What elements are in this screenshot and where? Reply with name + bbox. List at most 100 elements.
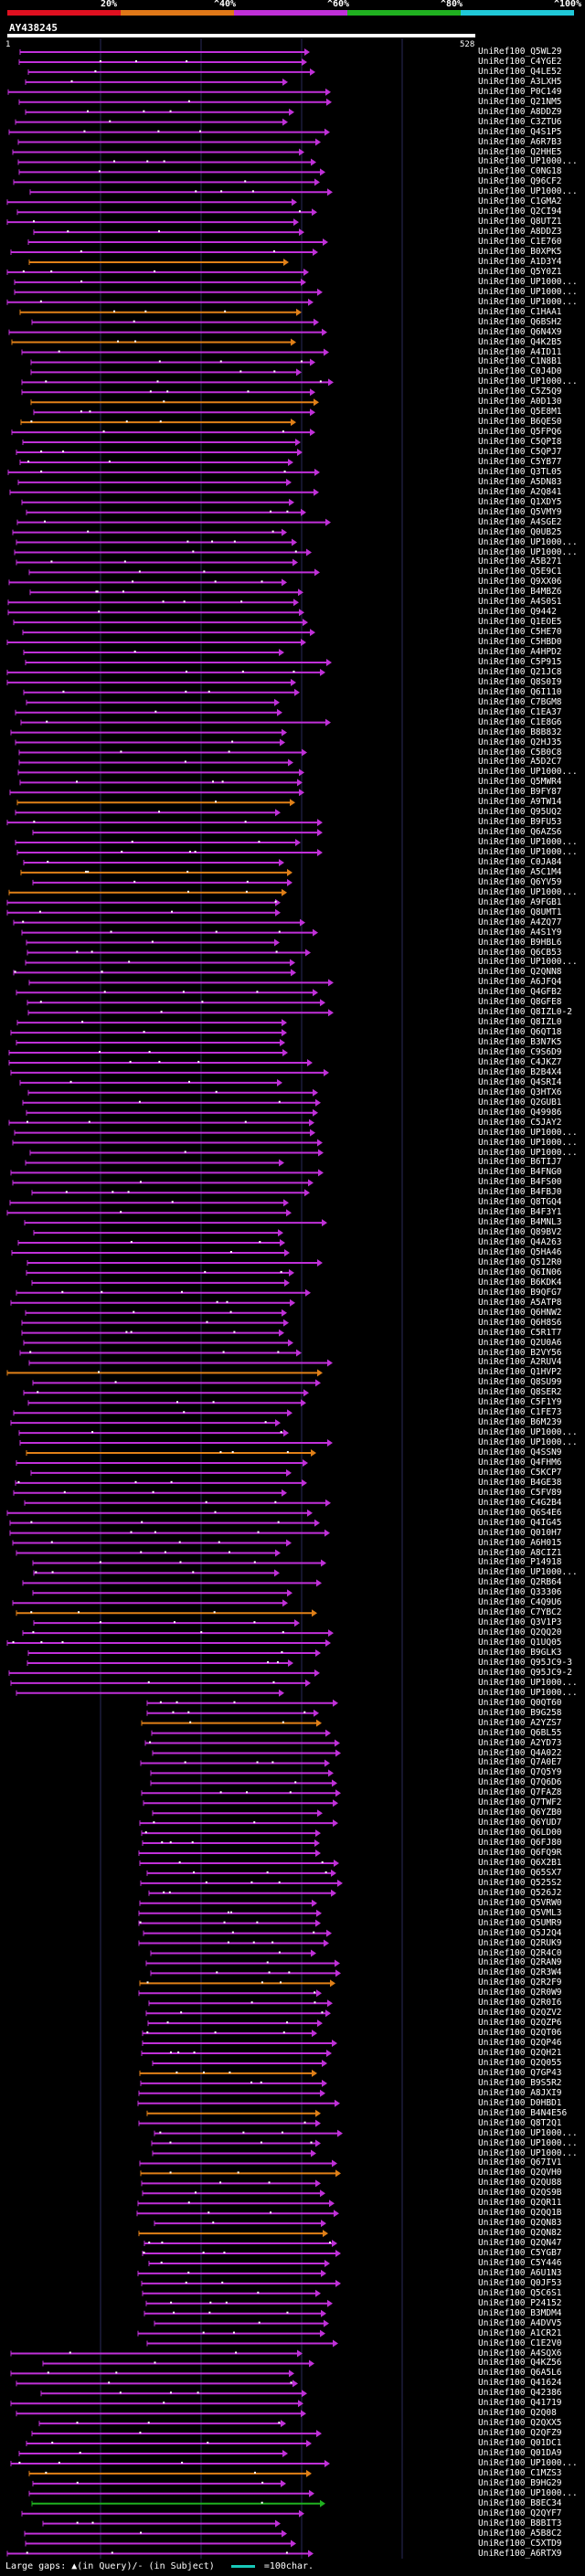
hit-name-link[interactable]: UniRef100_Q6BL55 — [478, 1727, 562, 1738]
hit-name-link[interactable]: UniRef100_Q2QS9B — [478, 2188, 562, 2199]
hit-name-link[interactable]: UniRef100_P14918 — [478, 1557, 562, 1568]
hit-name-link[interactable]: UniRef100_Q67IV1 — [478, 2157, 562, 2168]
hit-name-link[interactable]: UniRef100_Q2QQ1B — [478, 2208, 562, 2219]
hit-name-link[interactable]: UniRef100_C1E760 — [478, 237, 562, 248]
hit-name-link[interactable]: UniRef100_Q3TL05 — [478, 466, 562, 477]
hit-name-link[interactable]: UniRef100_UP1000... — [478, 1127, 578, 1138]
hit-name-link[interactable]: UniRef100_Q2QYF7 — [478, 2507, 562, 2518]
hit-name-link[interactable]: UniRef100_B4MNL3 — [478, 1217, 562, 1228]
hit-name-link[interactable]: UniRef100_UP1000... — [478, 536, 578, 547]
hit-name-link[interactable]: UniRef100_Q6YZB0 — [478, 1807, 562, 1818]
hit-name-link[interactable]: UniRef100_Q89BV2 — [478, 1227, 562, 1238]
hit-name-link[interactable]: UniRef100_Q0UB25 — [478, 526, 562, 537]
hit-name-link[interactable]: UniRef100_Q95JC9-2 — [478, 1667, 572, 1678]
hit-name-link[interactable]: UniRef100_B9HG29 — [478, 2477, 562, 2488]
hit-name-link[interactable]: UniRef100_Q33306 — [478, 1587, 562, 1598]
hit-name-link[interactable]: UniRef100_Q65SX7 — [478, 1867, 562, 1878]
hit-name-link[interactable]: UniRef100_B9FY87 — [478, 787, 562, 798]
hit-name-link[interactable]: UniRef100_Q8SU99 — [478, 1377, 562, 1388]
hit-name-link[interactable]: UniRef100_B4GE38 — [478, 1477, 562, 1488]
hit-name-link[interactable]: UniRef100_Q4GFB2 — [478, 987, 562, 998]
hit-name-link[interactable]: UniRef100_C0NG18 — [478, 166, 562, 177]
hit-name-link[interactable]: UniRef100_Q5J2Q4 — [478, 1927, 562, 1938]
hit-name-link[interactable]: UniRef100_Q8IZL0 — [478, 1017, 562, 1028]
hit-name-link[interactable]: UniRef100_B3N7K5 — [478, 1037, 562, 1048]
hit-name-link[interactable]: UniRef100_C5HBD0 — [478, 637, 562, 648]
hit-name-link[interactable]: UniRef100_C7YBC2 — [478, 1607, 562, 1618]
hit-name-link[interactable]: UniRef100_Q1UQ05 — [478, 1638, 562, 1648]
hit-name-link[interactable]: UniRef100_Q96CF2 — [478, 176, 562, 187]
hit-name-link[interactable]: UniRef100_Q2GUB1 — [478, 1097, 562, 1108]
hit-name-link[interactable]: UniRef100_Q1XDY5 — [478, 496, 562, 507]
hit-name-link[interactable]: UniRef100_UP1000... — [478, 286, 578, 297]
hit-name-link[interactable]: UniRef100_Q7FAZ8 — [478, 1787, 562, 1798]
hit-name-link[interactable]: UniRef100_UP1000... — [478, 296, 578, 307]
hit-name-link[interactable]: UniRef100_C4JKZ7 — [478, 1056, 562, 1067]
hit-name-link[interactable]: UniRef100_Q2HJ35 — [478, 737, 562, 747]
hit-name-link[interactable]: UniRef100_Q2QVH0 — [478, 2168, 562, 2178]
hit-name-link[interactable]: UniRef100_C5P915 — [478, 656, 562, 667]
hit-name-link[interactable]: UniRef100_UP1000... — [478, 1137, 578, 1148]
hit-name-link[interactable]: UniRef100_Q2RAN9 — [478, 1957, 562, 1968]
hit-name-link[interactable]: UniRef100_UP1000... — [478, 376, 578, 387]
hit-name-link[interactable]: UniRef100_UP1000... — [478, 1427, 578, 1438]
hit-name-link[interactable]: UniRef100_A2YD73 — [478, 1737, 562, 1748]
hit-name-link[interactable]: UniRef100_Q2QZV2 — [478, 2008, 562, 2019]
hit-name-link[interactable]: UniRef100_B9GLK3 — [478, 1648, 562, 1658]
hit-name-link[interactable]: UniRef100_C5XTD9 — [478, 2538, 562, 2549]
hit-name-link[interactable]: UniRef100_UP1000... — [478, 2457, 578, 2468]
hit-name-link[interactable]: UniRef100_Q5E9C1 — [478, 567, 562, 578]
hit-name-link[interactable]: UniRef100_Q2QN47 — [478, 2238, 562, 2249]
hit-name-link[interactable]: UniRef100_B0XPK5 — [478, 247, 562, 257]
hit-name-link[interactable]: UniRef100_Q6YV59 — [478, 876, 562, 887]
hit-name-link[interactable]: UniRef100_A8CIZ1 — [478, 1547, 562, 1558]
hit-name-link[interactable]: UniRef100_C5Z5Q9 — [478, 387, 562, 398]
hit-name-link[interactable]: UniRef100_UP1000... — [478, 1677, 578, 1688]
hit-name-link[interactable]: UniRef100_A8DDZ3 — [478, 227, 562, 238]
hit-name-link[interactable]: UniRef100_C4G2B4 — [478, 1497, 562, 1508]
hit-name-link[interactable]: UniRef100_Q6LD00 — [478, 1828, 562, 1839]
hit-name-link[interactable]: UniRef100_A6RTX9 — [478, 2548, 562, 2559]
hit-name-link[interactable]: UniRef100_UP1000... — [478, 957, 578, 968]
hit-name-link[interactable]: UniRef100_C5F1Y9 — [478, 1397, 562, 1408]
hit-name-link[interactable]: UniRef100_A5B8C2 — [478, 2528, 562, 2539]
hit-name-link[interactable]: UniRef100_Q2QT06 — [478, 2028, 562, 2039]
hit-name-link[interactable]: UniRef100_C5JAY2 — [478, 1117, 562, 1128]
hit-name-link[interactable]: UniRef100_Q5MWR4 — [478, 777, 562, 788]
hit-name-link[interactable]: UniRef100_UP1000... — [478, 2127, 578, 2138]
hit-name-link[interactable]: UniRef100_A0D130 — [478, 397, 562, 408]
hit-name-link[interactable]: UniRef100_Q5VMY9 — [478, 506, 562, 517]
hit-name-link[interactable]: UniRef100_Q2CI94 — [478, 207, 562, 217]
hit-name-link[interactable]: UniRef100_A4DVV5 — [478, 2317, 562, 2328]
hit-name-link[interactable]: UniRef100_Q4IG45 — [478, 1517, 562, 1528]
hit-name-link[interactable]: UniRef100_Q6QT18 — [478, 1027, 562, 1038]
hit-name-link[interactable]: UniRef100_B4FNG0 — [478, 1167, 562, 1178]
hit-name-link[interactable]: UniRef100_Q525S2 — [478, 1877, 562, 1888]
hit-name-link[interactable]: UniRef100_C5YGB7 — [478, 2248, 562, 2258]
hit-name-link[interactable]: UniRef100_A1D3Y4 — [478, 256, 562, 267]
hit-name-link[interactable]: UniRef100_Q5WL29 — [478, 47, 562, 57]
hit-name-link[interactable]: UniRef100_C5FV89 — [478, 1487, 562, 1498]
hit-name-link[interactable]: UniRef100_C9S6D9 — [478, 1047, 562, 1057]
hit-name-link[interactable]: UniRef100_UP1000... — [478, 847, 578, 857]
hit-name-link[interactable]: UniRef100_Q6FJ80 — [478, 1838, 562, 1849]
hit-name-link[interactable]: UniRef100_Q42386 — [478, 2388, 562, 2399]
hit-name-link[interactable]: UniRef100_Q41624 — [478, 2378, 562, 2389]
hit-name-link[interactable]: UniRef100_Q2R3W4 — [478, 1967, 562, 1978]
hit-name-link[interactable]: UniRef100_Q2QFZ9 — [478, 2428, 562, 2439]
hit-name-link[interactable]: UniRef100_Q4SRI4 — [478, 1076, 562, 1087]
hit-name-link[interactable]: UniRef100_A2Q841 — [478, 486, 562, 497]
hit-name-link[interactable]: UniRef100_Q5E8M1 — [478, 407, 562, 418]
hit-name-link[interactable]: UniRef100_Q1EOE5 — [478, 617, 562, 628]
hit-name-link[interactable]: UniRef100_Q2QR11 — [478, 2198, 562, 2209]
hit-name-link[interactable]: UniRef100_UP1000... — [478, 1567, 578, 1578]
hit-name-link[interactable]: UniRef100_UP1000... — [478, 156, 578, 167]
hit-name-link[interactable]: UniRef100_C5KCP7 — [478, 1467, 562, 1478]
hit-name-link[interactable]: UniRef100_Q6BSH2 — [478, 316, 562, 327]
hit-name-link[interactable]: UniRef100_Q6X2B1 — [478, 1857, 562, 1868]
hit-name-link[interactable]: UniRef100_Q9XX06 — [478, 577, 562, 588]
hit-name-link[interactable]: UniRef100_D0HBD1 — [478, 2097, 562, 2108]
hit-name-link[interactable]: UniRef100_C5B0C8 — [478, 747, 562, 758]
hit-name-link[interactable]: UniRef100_A5ATP8 — [478, 1297, 562, 1308]
hit-name-link[interactable]: UniRef100_Q5Y0Z1 — [478, 266, 562, 277]
